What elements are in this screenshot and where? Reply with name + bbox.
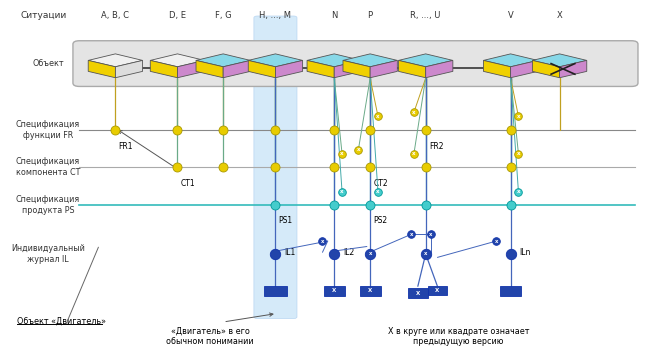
Text: X: X <box>557 12 563 21</box>
Text: Спецификация
компонента CT: Спецификация компонента CT <box>16 157 81 177</box>
Text: CT1: CT1 <box>181 179 195 188</box>
Text: x: x <box>341 189 344 194</box>
Polygon shape <box>223 61 250 78</box>
Text: x: x <box>409 232 413 237</box>
Text: A, B, C: A, B, C <box>102 12 130 21</box>
Text: X в круге или квадрате означает
предыдущую версию: X в круге или квадрате означает предыдущ… <box>388 327 529 346</box>
Bar <box>265 286 286 296</box>
Text: Ситуации: Ситуации <box>21 12 67 21</box>
Text: X: X <box>368 288 372 293</box>
Text: Объект «Двигатель»: Объект «Двигатель» <box>18 316 106 326</box>
Text: x: x <box>376 114 380 119</box>
Text: D, E: D, E <box>169 12 186 21</box>
Polygon shape <box>511 61 538 78</box>
Text: Объект: Объект <box>32 59 64 68</box>
Text: FR2: FR2 <box>429 142 443 150</box>
Text: x: x <box>412 110 416 115</box>
Text: x: x <box>429 232 432 237</box>
Polygon shape <box>559 61 587 78</box>
Text: x: x <box>321 239 324 244</box>
Text: Спецификация
продукта PS: Спецификация продукта PS <box>16 195 81 215</box>
Text: x: x <box>517 151 520 156</box>
Polygon shape <box>426 61 453 78</box>
Bar <box>408 288 428 298</box>
Polygon shape <box>196 54 250 67</box>
Polygon shape <box>533 54 587 67</box>
Text: x: x <box>495 239 498 244</box>
Bar <box>428 286 447 295</box>
Text: R, ..., U: R, ..., U <box>411 12 441 21</box>
Polygon shape <box>398 54 453 67</box>
Polygon shape <box>483 61 511 78</box>
Text: PS2: PS2 <box>373 216 388 225</box>
Text: P: P <box>367 12 373 21</box>
Text: Индивидуальный
журнал IL: Индивидуальный журнал IL <box>11 244 85 264</box>
Text: FR1: FR1 <box>119 142 133 150</box>
Polygon shape <box>115 61 143 78</box>
Polygon shape <box>88 54 143 67</box>
Polygon shape <box>343 54 398 67</box>
FancyBboxPatch shape <box>73 41 638 86</box>
Text: V: V <box>508 12 514 21</box>
Text: x: x <box>412 151 416 156</box>
Text: ILn: ILn <box>519 248 531 257</box>
Polygon shape <box>276 61 303 78</box>
Bar <box>360 286 381 295</box>
Text: «Двигатель» в его
обычном понимании: «Двигатель» в его обычном понимании <box>166 327 254 346</box>
Polygon shape <box>150 61 178 78</box>
Polygon shape <box>398 61 426 78</box>
Polygon shape <box>307 61 334 78</box>
Text: x: x <box>376 189 380 194</box>
Polygon shape <box>307 54 362 67</box>
Polygon shape <box>343 61 370 78</box>
Text: x: x <box>369 252 372 257</box>
Text: F, G: F, G <box>215 12 231 21</box>
Polygon shape <box>334 61 362 78</box>
FancyBboxPatch shape <box>254 16 297 318</box>
Polygon shape <box>483 54 538 67</box>
Text: X: X <box>416 290 420 296</box>
Text: CT2: CT2 <box>373 179 388 188</box>
Text: x: x <box>356 147 360 152</box>
Text: Спецификация
функции FR: Спецификация функции FR <box>16 120 81 140</box>
Text: x: x <box>424 252 427 257</box>
Bar <box>324 286 345 295</box>
Polygon shape <box>248 54 303 67</box>
Polygon shape <box>533 61 559 78</box>
Polygon shape <box>88 61 115 78</box>
Text: PS1: PS1 <box>279 216 293 225</box>
Polygon shape <box>370 61 398 78</box>
Text: x: x <box>517 189 520 194</box>
Text: x: x <box>517 114 520 119</box>
Text: X: X <box>332 288 337 293</box>
Text: X: X <box>436 288 440 293</box>
Text: x: x <box>341 151 344 156</box>
Polygon shape <box>196 61 223 78</box>
Bar <box>500 286 521 295</box>
Text: H, ..., M: H, ..., M <box>259 12 291 21</box>
Polygon shape <box>248 61 276 78</box>
Polygon shape <box>150 54 204 67</box>
Text: IL2: IL2 <box>343 248 354 257</box>
Polygon shape <box>178 61 204 78</box>
Text: IL1: IL1 <box>284 248 296 257</box>
Text: N: N <box>331 12 337 21</box>
